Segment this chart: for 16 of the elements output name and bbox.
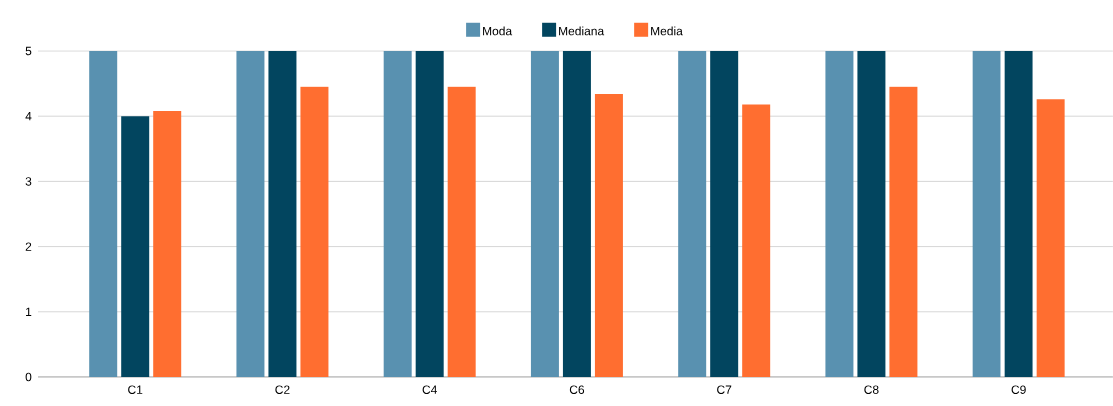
x-tick-label: C7 xyxy=(717,385,732,394)
legend-label: Media xyxy=(651,26,683,36)
y-tick-label: 5 xyxy=(25,46,32,56)
x-tick-label: C9 xyxy=(1011,385,1026,394)
y-tick-label: 0 xyxy=(25,372,32,382)
y-tick-label: 1 xyxy=(26,307,32,316)
x-tick-label: C8 xyxy=(864,385,879,394)
legend-label: Mediana xyxy=(559,26,605,36)
legend-label: Moda xyxy=(483,26,513,36)
x-tick-label: C6 xyxy=(569,385,585,394)
x-tick-label: C4 xyxy=(422,385,437,394)
y-tick-label: 4 xyxy=(25,112,32,121)
y-tick-label: 2 xyxy=(25,242,32,251)
y-tick-label: 3 xyxy=(25,177,32,186)
x-tick-label: C1 xyxy=(128,385,143,394)
x-tick-label: C2 xyxy=(275,385,290,394)
